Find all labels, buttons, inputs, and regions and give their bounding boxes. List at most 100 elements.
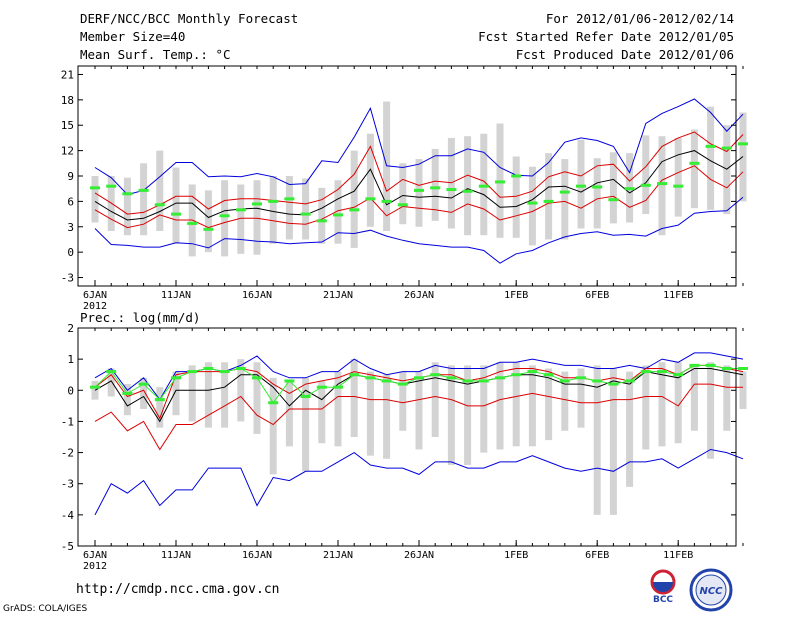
- spread-bar: [107, 368, 115, 397]
- median-mark: [576, 184, 586, 188]
- median-mark: [527, 201, 538, 205]
- spread-bar: [237, 359, 245, 422]
- spread-bar: [528, 166, 536, 246]
- median-mark: [657, 182, 667, 186]
- median-mark: [203, 227, 214, 231]
- x-tick-label: 6FEB: [585, 550, 609, 561]
- median-mark: [203, 366, 214, 370]
- y-tick-label: 3: [67, 221, 74, 234]
- spread-bar: [285, 380, 293, 447]
- median-mark: [397, 203, 408, 207]
- y-tick-label: -1: [61, 415, 74, 428]
- spread-bar: [172, 167, 180, 244]
- spread-bar: [609, 368, 617, 515]
- median-mark: [430, 186, 441, 190]
- spread-bar: [431, 362, 439, 437]
- produced-date: Fcst Produced Date 2012/01/06: [515, 47, 734, 62]
- spread-bar: [480, 133, 488, 236]
- median-mark: [349, 373, 360, 377]
- median-mark: [268, 199, 279, 203]
- spread-bar: [172, 371, 180, 416]
- spread-bar: [334, 371, 342, 447]
- spread-bar: [415, 371, 423, 450]
- median-mark: [300, 395, 311, 399]
- median-mark: [640, 183, 651, 187]
- spread-bar: [609, 152, 617, 224]
- member-size: Member Size=40: [80, 29, 186, 44]
- median-mark: [381, 379, 392, 383]
- median-mark: [268, 401, 279, 405]
- x-tick-label: 26JAN: [404, 290, 434, 301]
- spread-bar: [318, 187, 326, 244]
- spread-bar: [674, 362, 682, 444]
- spread-bar: [383, 374, 391, 459]
- median-mark: [624, 187, 635, 191]
- spread-bar: [642, 135, 650, 215]
- median-mark: [446, 188, 457, 192]
- x-tick-label: 16JAN: [242, 290, 272, 301]
- median-mark: [381, 199, 392, 203]
- median-mark: [316, 219, 327, 223]
- bcc-logo-text: BCC: [653, 595, 673, 605]
- ncc-logo-ring: [689, 568, 733, 612]
- spread-bar: [739, 371, 747, 409]
- median-mark: [527, 370, 538, 374]
- median-mark: [187, 370, 198, 374]
- median-mark: [365, 197, 376, 201]
- spread-bar: [707, 362, 715, 459]
- spread-bar: [658, 136, 666, 236]
- median-mark: [689, 363, 700, 367]
- median-mark: [543, 373, 554, 377]
- y-tick-label: 0: [67, 384, 74, 397]
- median-mark: [430, 373, 441, 377]
- median-mark: [90, 186, 100, 190]
- bcc-logo: BCC: [650, 569, 676, 605]
- y-tick-label: 0: [67, 246, 74, 259]
- median-mark: [171, 212, 181, 216]
- spread-bar: [204, 190, 212, 253]
- median-mark: [689, 161, 700, 165]
- median-mark: [219, 214, 230, 218]
- x-tick-label: 26JAN: [404, 550, 434, 561]
- median-mark: [738, 142, 748, 146]
- spread-bar: [123, 177, 131, 236]
- x-tick-label: 11FEB: [663, 290, 693, 301]
- y-tick-label: 21: [61, 68, 74, 81]
- median-mark: [349, 208, 360, 212]
- median-mark: [235, 208, 246, 212]
- x-tick-sublabel: 2012: [83, 301, 107, 312]
- spread-bar: [690, 129, 698, 209]
- spread-bar: [334, 180, 342, 244]
- median-mark: [219, 370, 230, 374]
- median-mark: [106, 184, 117, 188]
- spread-bar: [302, 178, 310, 240]
- x-tick-sublabel: 2012: [83, 561, 107, 572]
- median-mark: [138, 382, 149, 386]
- median-mark: [495, 376, 505, 380]
- median-mark: [300, 212, 311, 216]
- spread-bar: [447, 365, 455, 466]
- x-tick-label: 21JAN: [323, 290, 353, 301]
- series-line-mean: [94, 150, 744, 221]
- spread-bar: [366, 371, 374, 456]
- series-line-mean: [94, 368, 744, 423]
- y-tick-label: 9: [67, 170, 74, 183]
- series-line-min: [94, 448, 744, 516]
- x-tick-label: 6JAN: [83, 550, 107, 561]
- median-mark: [284, 379, 295, 383]
- spread-bar: [674, 137, 682, 217]
- spread-bar: [464, 365, 472, 466]
- median-mark: [187, 221, 198, 225]
- median-mark: [657, 370, 667, 374]
- y-tick-label: 2: [67, 322, 74, 335]
- precip-panel-title: Prec.: log(mm/d): [80, 310, 200, 325]
- median-mark: [559, 190, 570, 194]
- source-url[interactable]: http://cmdp.ncc.cma.gov.cn: [76, 582, 280, 597]
- spread-bar: [253, 180, 261, 255]
- spread-bar: [91, 176, 99, 223]
- series-line-lower: [94, 165, 744, 229]
- spread-bar: [253, 362, 261, 434]
